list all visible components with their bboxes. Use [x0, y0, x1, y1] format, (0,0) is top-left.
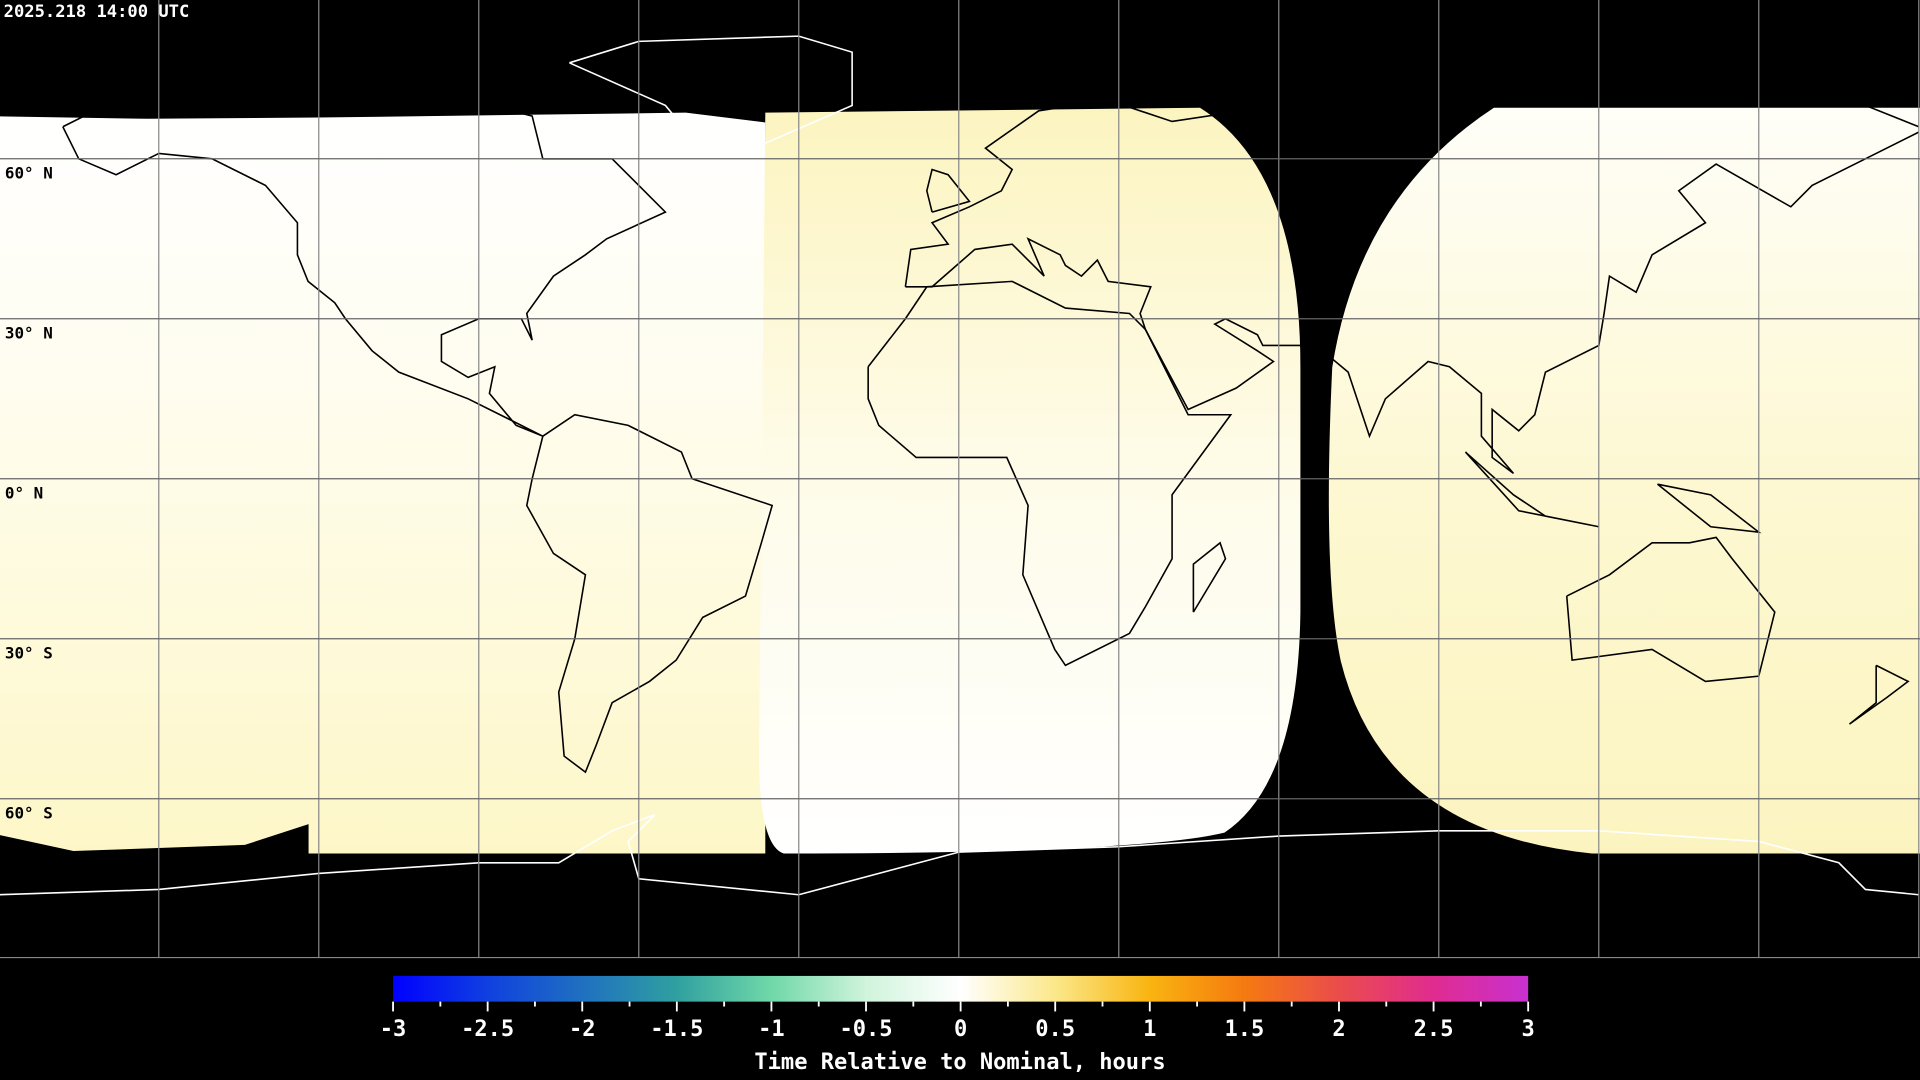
colorbar: -3 -2.5 -2 -1.5 -1 -0.5 0 0.5 1 1.5 2 2.5 3: [380, 975, 1535, 1042]
coastline: [1848, 664, 1910, 725]
latitude-label: 60° S: [5, 803, 53, 822]
coverage-west: [0, 112, 766, 854]
colorbar-tick-label: 2: [1332, 1017, 1345, 1042]
coastline: [904, 67, 1920, 287]
colorbar-tick-label: 2.5: [1414, 1017, 1454, 1042]
colorbar-tick-label: -3: [380, 1017, 407, 1042]
timestamp-label: 2025.218 14:00 UTC: [4, 2, 190, 22]
latitude-label: 30° N: [5, 323, 53, 342]
colorbar-tick-label: -2.5: [461, 1017, 514, 1042]
colorbar-tick-label: -2: [569, 1017, 596, 1042]
coastline: [1192, 541, 1227, 613]
coverage-central: [758, 107, 1301, 854]
colorbar-title: Time Relative to Nominal, hours: [754, 1050, 1165, 1075]
colorbar-tick-label: -0.5: [839, 1017, 892, 1042]
colorbar-tick-label: 0.5: [1035, 1017, 1075, 1042]
colorbar-tick-label: -1: [758, 1017, 785, 1042]
latitude-label: 60° N: [5, 163, 53, 182]
colorbar-tick-label: 3: [1522, 1017, 1535, 1042]
colorbar-tick-label: 0: [954, 1017, 967, 1042]
colorbar-tick-label: -1.5: [650, 1017, 703, 1042]
colorbar-tick-label: 1: [1143, 1017, 1156, 1042]
coastline: [569, 35, 853, 160]
graticule: [0, 0, 1920, 959]
coverage-east: [1328, 107, 1920, 854]
latitude-labels: 60° N 30° N 0° N 30° S 60° S: [5, 163, 53, 822]
coastline: [925, 168, 971, 213]
colorbar-gradient: [393, 975, 1529, 1002]
latitude-label: 0° N: [5, 483, 43, 502]
coastline: [525, 413, 774, 774]
coastline: [1565, 536, 1776, 683]
latitude-label: 30° S: [5, 643, 53, 662]
colorbar-tick-label: 1.5: [1224, 1017, 1264, 1042]
coastline: [905, 131, 1920, 475]
coastline: [867, 280, 1233, 667]
